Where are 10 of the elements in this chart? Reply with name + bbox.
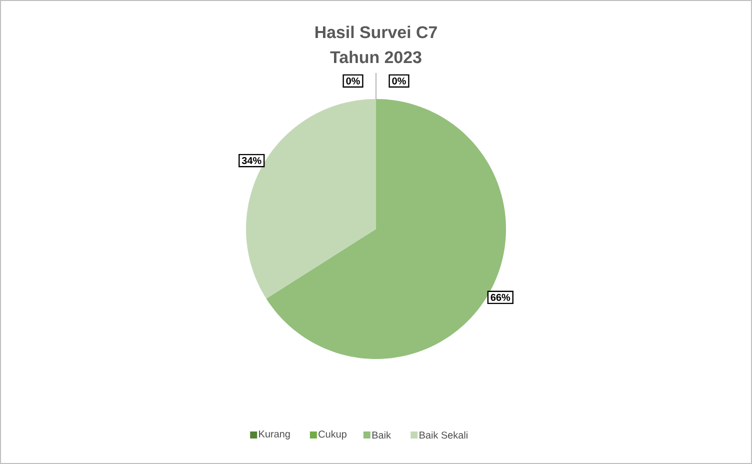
legend-label: Kurang — [259, 430, 290, 440]
text: 0% — [346, 77, 360, 85]
legend-label: Cukup — [318, 430, 346, 440]
legend-label: Baik — [372, 431, 391, 439]
chart-subtitle: Tahun 2023 — [330, 50, 422, 64]
text: 0% — [392, 77, 406, 85]
legend-label: Baik Sekali — [420, 431, 468, 439]
data-label: 66% — [490, 294, 510, 301]
data-label: 34% — [242, 157, 262, 164]
chart-title: Hasil Survei C7 — [315, 26, 437, 38]
